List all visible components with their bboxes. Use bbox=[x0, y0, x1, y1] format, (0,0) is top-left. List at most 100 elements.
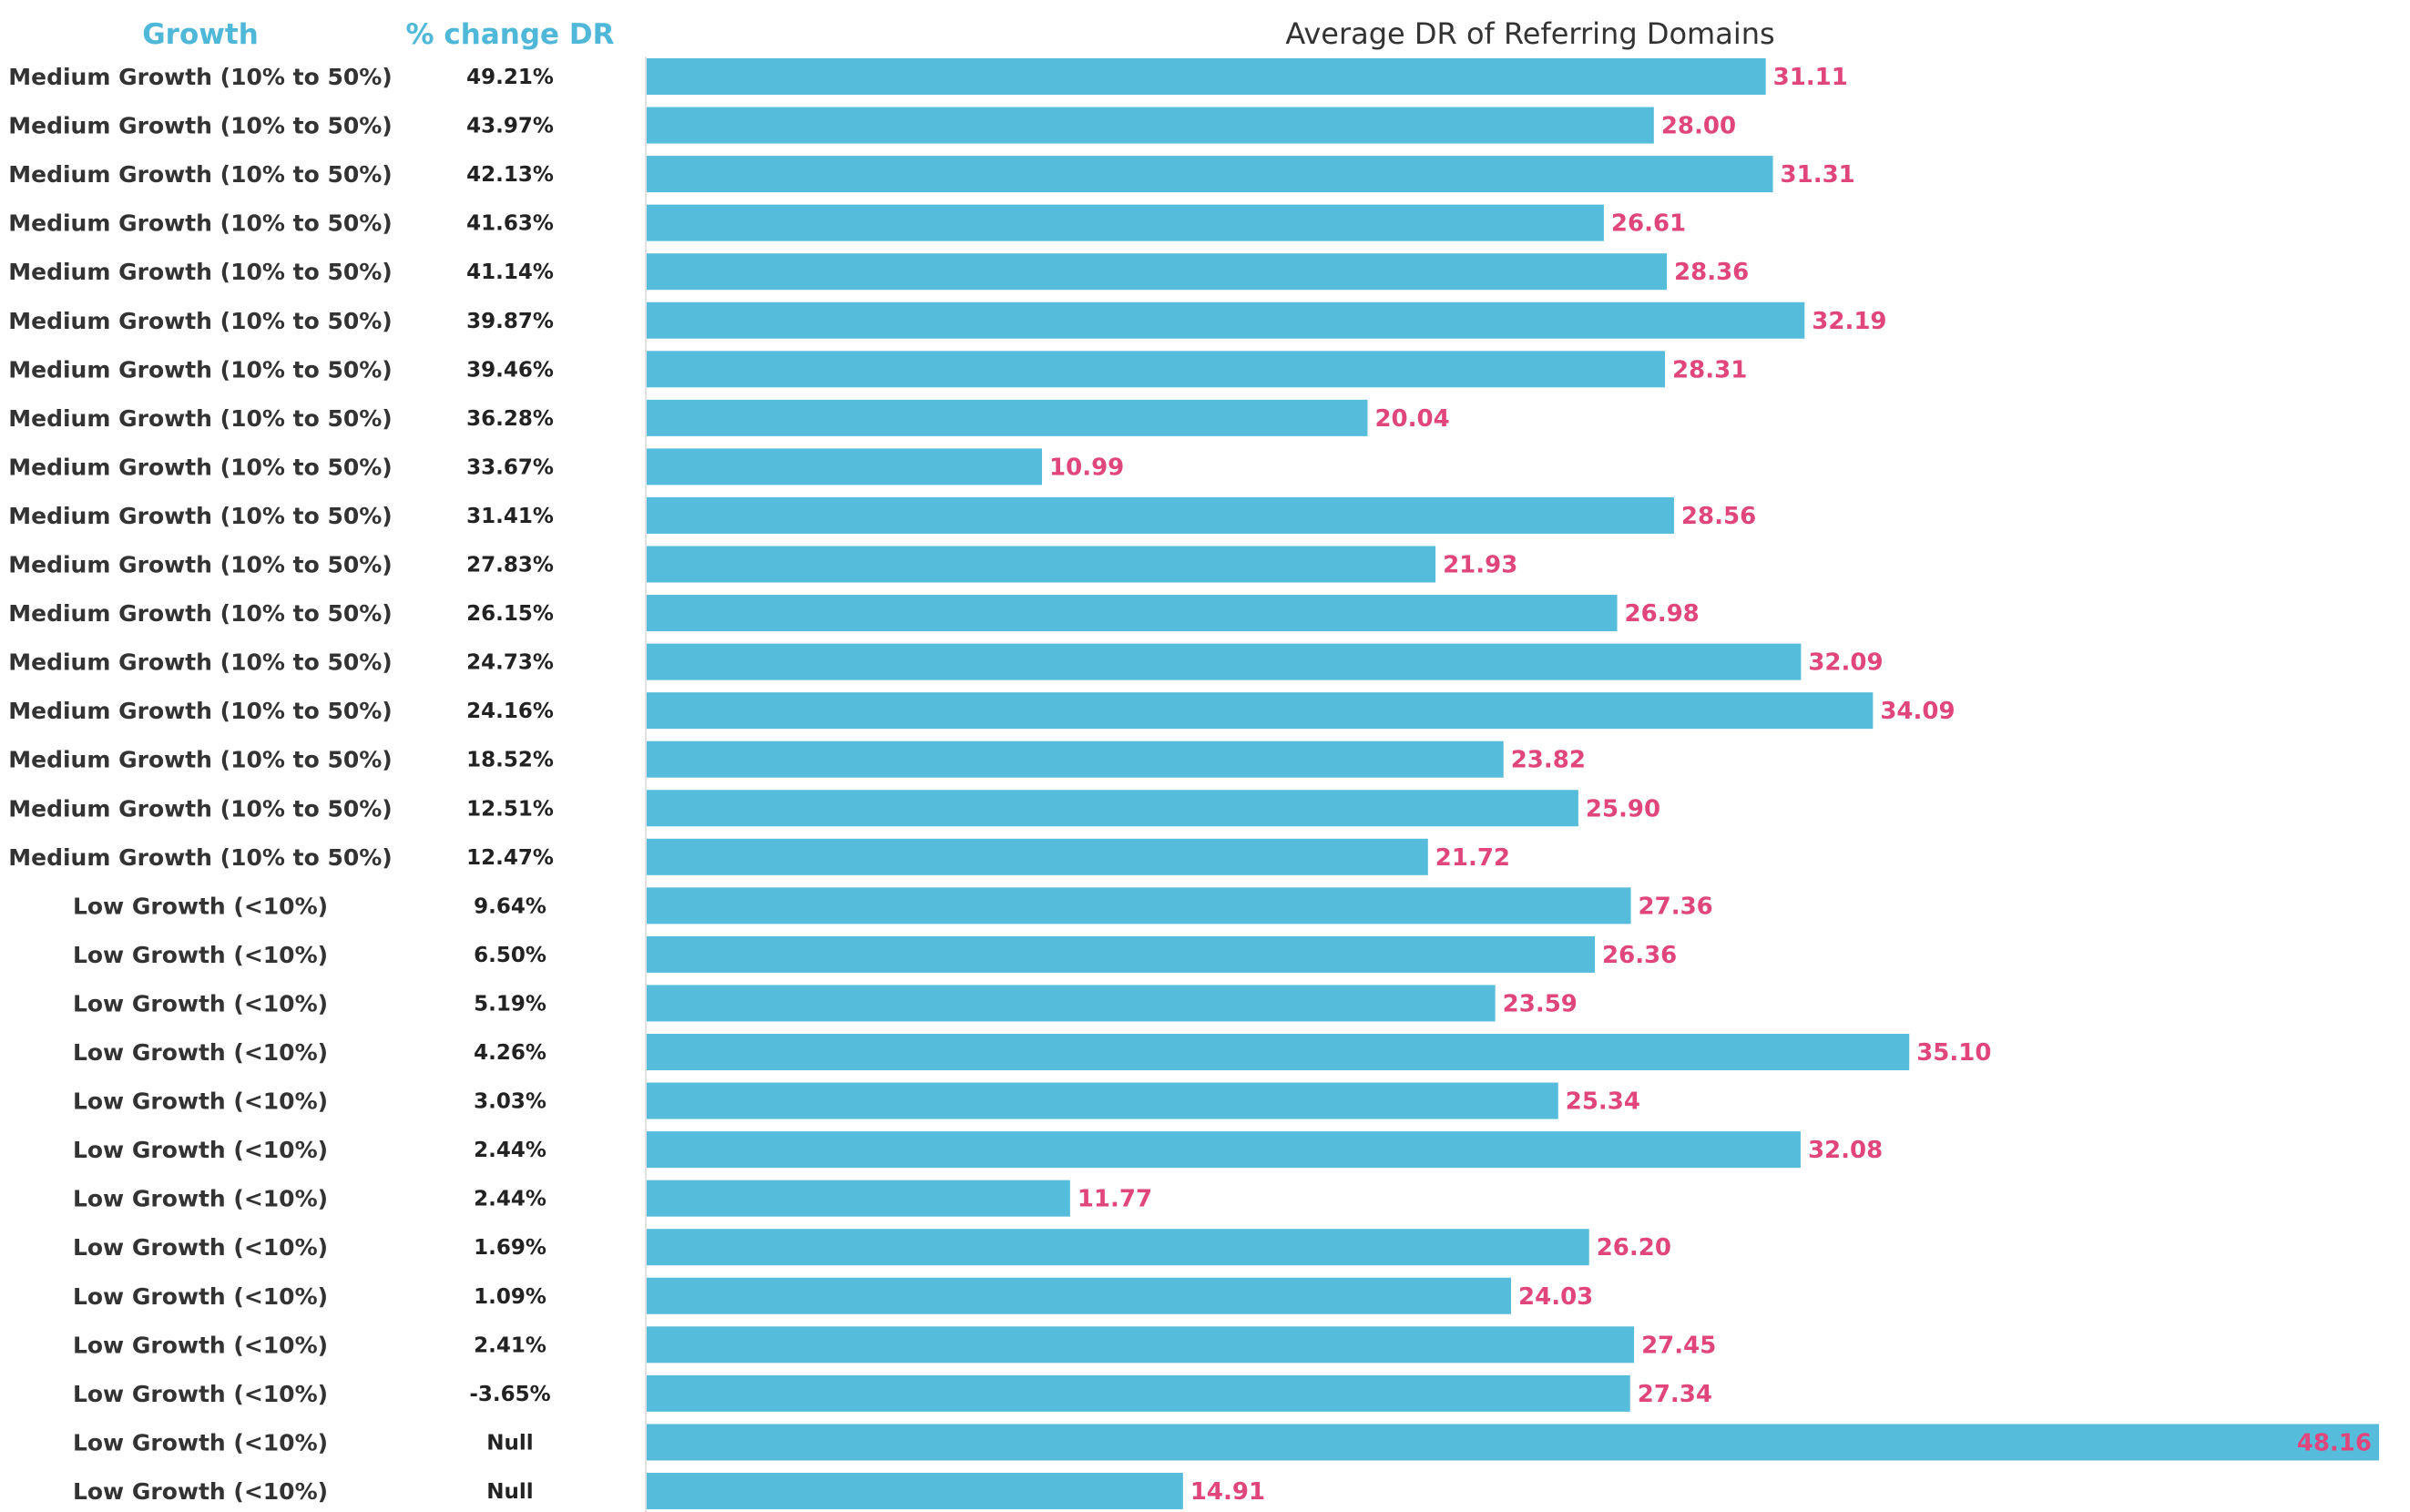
bar-value-label: 35.10 bbox=[1916, 1039, 1991, 1067]
bar bbox=[647, 448, 1043, 485]
growth-category-label: Medium Growth (10% to 50%) bbox=[8, 795, 392, 822]
bar-value-label: 26.98 bbox=[1625, 600, 1700, 628]
growth-category-label: Medium Growth (10% to 50%) bbox=[8, 161, 392, 188]
pct-change-value: 24.73% bbox=[466, 651, 554, 675]
bar-value-label: 26.61 bbox=[1611, 210, 1686, 238]
bar-value-label: 11.77 bbox=[1077, 1186, 1152, 1213]
growth-category-label: Low Growth (<10%) bbox=[73, 1088, 328, 1115]
bar-value-label: 23.59 bbox=[1503, 990, 1578, 1017]
growth-category-label: Medium Growth (10% to 50%) bbox=[8, 649, 392, 676]
bar-value-label: 48.16 bbox=[2297, 1429, 2372, 1456]
growth-category-label: Low Growth (<10%) bbox=[73, 1478, 328, 1505]
growth-category-label: Medium Growth (10% to 50%) bbox=[8, 698, 392, 724]
bar-value-label: 24.03 bbox=[1518, 1283, 1593, 1311]
bar bbox=[647, 1326, 1635, 1364]
bar bbox=[647, 156, 1773, 193]
growth-category-label: Medium Growth (10% to 50%) bbox=[8, 747, 392, 773]
pct-change-value: 36.28% bbox=[466, 407, 554, 431]
growth-category-label: Low Growth (<10%) bbox=[73, 942, 328, 968]
bar-value-label: 10.99 bbox=[1049, 454, 1124, 481]
growth-category-label: Low Growth (<10%) bbox=[73, 1283, 328, 1310]
growth-category-label: Medium Growth (10% to 50%) bbox=[8, 356, 392, 383]
pct-change-value: 42.13% bbox=[466, 163, 554, 187]
bar bbox=[647, 1034, 1910, 1070]
growth-column-header: Growth bbox=[142, 18, 259, 51]
pct-change-value: 39.87% bbox=[466, 310, 554, 333]
bar-value-label: 25.34 bbox=[1566, 1088, 1640, 1116]
pct-change-value: 5.19% bbox=[474, 992, 546, 1016]
bar bbox=[647, 1374, 1630, 1412]
bar-value-label: 31.11 bbox=[1773, 64, 1848, 91]
pct-change-value: 2.44% bbox=[474, 1188, 546, 1211]
growth-category-label: Medium Growth (10% to 50%) bbox=[8, 454, 392, 480]
bar bbox=[647, 741, 1504, 778]
pct-change-value: 43.97% bbox=[466, 115, 554, 138]
bar-value-label: 25.90 bbox=[1586, 795, 1660, 822]
bar bbox=[647, 1229, 1589, 1266]
growth-category-label: Low Growth (<10%) bbox=[73, 1039, 328, 1066]
bar bbox=[647, 1180, 1070, 1217]
chart-rows: Medium Growth (10% to 50%) 49.21% 31.11 Med… bbox=[8, 58, 2379, 1509]
bar-value-label: 28.56 bbox=[1681, 503, 1756, 530]
bar-value-label: 28.00 bbox=[1661, 113, 1736, 140]
bar-value-label: 31.31 bbox=[1781, 161, 1855, 189]
pct-change-value: Null bbox=[486, 1480, 533, 1504]
pct-change-value: 9.64% bbox=[474, 894, 546, 918]
bar bbox=[647, 399, 1368, 436]
bar bbox=[647, 692, 1874, 730]
pct-change-value: 2.44% bbox=[474, 1139, 546, 1162]
bar-value-label: 28.31 bbox=[1672, 356, 1747, 383]
bar-value-label: 27.36 bbox=[1639, 893, 1713, 920]
pct-change-value: 39.46% bbox=[466, 358, 554, 382]
bar bbox=[647, 985, 1496, 1022]
growth-category-label: Low Growth (<10%) bbox=[73, 893, 328, 919]
pct-change-value: 3.03% bbox=[474, 1090, 546, 1114]
growth-category-label: Medium Growth (10% to 50%) bbox=[8, 259, 392, 285]
pct-change-value: Null bbox=[486, 1431, 533, 1455]
pct-change-value: 31.41% bbox=[466, 505, 554, 528]
growth-category-label: Medium Growth (10% to 50%) bbox=[8, 308, 392, 334]
pct-change-value: 12.47% bbox=[466, 846, 554, 870]
growth-category-label: Low Growth (<10%) bbox=[73, 1137, 328, 1163]
chart-title: Average DR of Referring Domains bbox=[1285, 16, 1774, 51]
pct-change-value: 1.09% bbox=[474, 1285, 546, 1309]
bar bbox=[647, 838, 1428, 875]
bar-value-label: 27.34 bbox=[1638, 1381, 1712, 1408]
pct-change-value: 33.67% bbox=[466, 455, 554, 479]
bar-value-label: 32.09 bbox=[1808, 649, 1883, 677]
growth-category-label: Low Growth (<10%) bbox=[73, 1332, 328, 1358]
bar-value-label: 23.82 bbox=[1511, 747, 1586, 774]
bar-value-label: 28.36 bbox=[1674, 259, 1749, 286]
bar bbox=[647, 1131, 1801, 1169]
growth-category-label: Medium Growth (10% to 50%) bbox=[8, 405, 392, 432]
growth-category-label: Medium Growth (10% to 50%) bbox=[8, 503, 392, 529]
pct-change-value: 24.16% bbox=[466, 700, 554, 723]
pct-change-value: 27.83% bbox=[466, 554, 554, 577]
growth-category-label: Medium Growth (10% to 50%) bbox=[8, 600, 392, 627]
bar-value-label: 27.45 bbox=[1641, 1332, 1716, 1359]
bar-value-label: 14.91 bbox=[1190, 1478, 1265, 1506]
pct-change-column-header: % change DR bbox=[406, 18, 615, 51]
pct-change-value: 49.21% bbox=[466, 66, 554, 89]
pct-change-value: 18.52% bbox=[466, 749, 554, 772]
bar-value-label: 21.72 bbox=[1435, 844, 1510, 872]
bar bbox=[647, 935, 1596, 973]
bar bbox=[647, 1082, 1558, 1119]
bar-value-label: 20.04 bbox=[1374, 405, 1449, 433]
bar-value-label: 26.36 bbox=[1602, 942, 1677, 969]
bar-value-label: 34.09 bbox=[1880, 698, 1955, 725]
growth-category-label: Medium Growth (10% to 50%) bbox=[8, 64, 392, 90]
bar bbox=[647, 790, 1578, 827]
growth-category-label: Medium Growth (10% to 50%) bbox=[8, 210, 392, 237]
bar bbox=[647, 887, 1631, 925]
bar-value-label: 21.93 bbox=[1443, 552, 1517, 579]
bar bbox=[647, 643, 1802, 680]
bar bbox=[647, 107, 1654, 144]
bar bbox=[647, 546, 1436, 583]
growth-category-label: Medium Growth (10% to 50%) bbox=[8, 844, 392, 871]
pct-change-value: 12.51% bbox=[466, 797, 554, 821]
bar bbox=[647, 496, 1674, 534]
growth-category-label: Low Growth (<10%) bbox=[73, 1186, 328, 1212]
bar bbox=[647, 301, 1805, 339]
